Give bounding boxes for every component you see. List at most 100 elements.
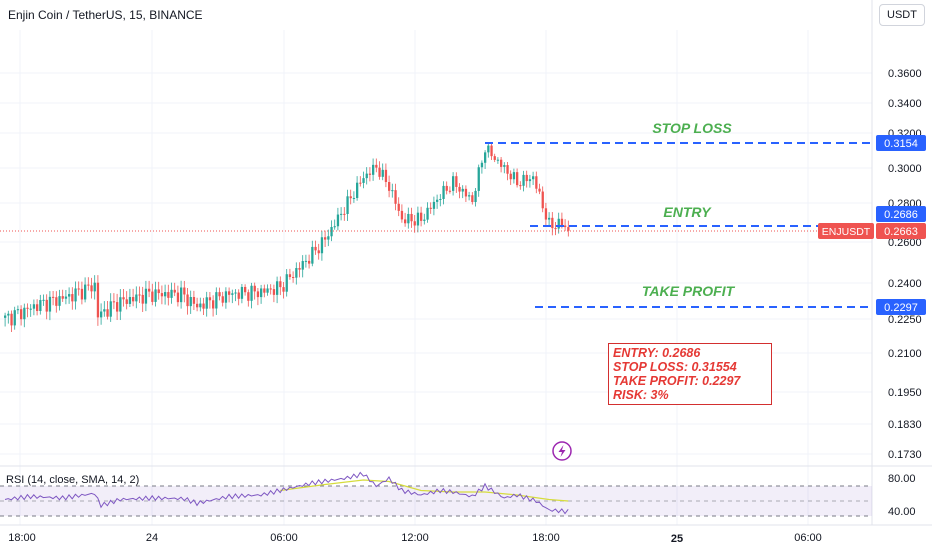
candle-body xyxy=(567,227,570,231)
time-tick: 24 xyxy=(146,532,158,544)
candle xyxy=(276,276,279,304)
candle xyxy=(285,269,288,297)
candle xyxy=(23,303,26,328)
candle-body xyxy=(93,282,96,292)
candle xyxy=(490,143,493,160)
rsi-indicator-label[interactable]: RSI (14, close, SMA, 14, 2) xyxy=(6,474,139,486)
candle xyxy=(311,240,314,267)
candle xyxy=(487,143,490,158)
candle xyxy=(68,287,71,304)
candle xyxy=(522,170,525,192)
candle-body xyxy=(87,284,90,286)
candle xyxy=(324,230,327,247)
candle xyxy=(436,194,439,209)
candle xyxy=(237,289,240,306)
candle xyxy=(464,185,468,203)
grid-lines xyxy=(0,30,872,525)
symbol-name-badge: ENJUSDT xyxy=(818,223,874,239)
candle-body xyxy=(420,212,423,221)
candle xyxy=(13,306,16,330)
time-axis[interactable]: 18:00 24 06:00 12:00 18:00 25 06:00 xyxy=(8,532,822,545)
candle xyxy=(506,161,509,181)
candle-body xyxy=(548,217,551,220)
candle-body xyxy=(394,190,397,204)
candle-body xyxy=(77,288,80,290)
candle xyxy=(432,196,436,216)
candle xyxy=(77,281,80,296)
stop-loss-price-badge: 0.3154 xyxy=(876,135,926,151)
candle xyxy=(346,189,349,222)
candle xyxy=(538,183,541,195)
candle-body xyxy=(359,182,362,184)
last-price-badge: 0.2663 xyxy=(876,223,926,239)
candle xyxy=(496,157,500,164)
candle xyxy=(541,186,544,213)
candle-body xyxy=(413,221,416,226)
candle-body xyxy=(160,293,164,297)
candle xyxy=(260,284,263,304)
candle-body xyxy=(317,250,320,254)
rsi-line xyxy=(4,471,569,515)
candle xyxy=(224,287,228,309)
candle xyxy=(429,202,432,214)
candle-body xyxy=(58,296,61,306)
candle xyxy=(189,290,192,314)
candle-body xyxy=(551,217,554,229)
price-tick: 0.3600 xyxy=(888,68,922,80)
candle-body xyxy=(80,288,84,300)
candle-body xyxy=(410,213,413,222)
candle-body xyxy=(292,277,295,279)
candle xyxy=(100,303,103,325)
candle-body xyxy=(368,173,372,175)
candle xyxy=(426,202,429,223)
candle xyxy=(29,304,32,317)
candle-body xyxy=(183,287,186,295)
take-profit-price-text: 0.2297 xyxy=(884,302,918,314)
candle xyxy=(36,299,39,316)
candle-body xyxy=(372,164,375,175)
candle-body xyxy=(247,292,250,301)
candle xyxy=(125,291,128,310)
candle-body xyxy=(106,309,109,317)
candle xyxy=(80,281,84,305)
lightning-bolt-icon[interactable] xyxy=(552,441,572,461)
candle xyxy=(317,243,320,260)
entry-annotation[interactable]: ENTRY xyxy=(663,204,712,220)
candle-body xyxy=(404,219,407,224)
candle-body xyxy=(448,190,452,192)
candle-body xyxy=(288,274,292,278)
candle xyxy=(564,219,567,231)
candle xyxy=(228,287,231,303)
candle xyxy=(266,284,269,296)
candle-body xyxy=(330,227,333,237)
take-profit-annotation[interactable]: TAKE PROFIT xyxy=(642,283,736,299)
candle xyxy=(93,275,96,300)
symbol-name-text: ENJUSDT xyxy=(822,226,871,238)
candle xyxy=(503,162,506,174)
info-risk: RISK: 3% xyxy=(613,388,669,402)
candle-body xyxy=(96,282,100,318)
candle-body xyxy=(208,297,212,301)
candle xyxy=(448,186,452,194)
candle-body xyxy=(189,297,192,307)
candle-body xyxy=(304,260,308,262)
candle xyxy=(55,291,58,313)
candle-body xyxy=(512,172,516,180)
candle xyxy=(372,158,375,181)
info-entry: ENTRY: 0.2686 xyxy=(613,346,701,360)
price-tick: 0.3000 xyxy=(888,163,922,175)
candle-body xyxy=(128,297,132,304)
candle-body xyxy=(388,182,391,191)
candle-body xyxy=(45,299,48,312)
candle-body xyxy=(68,294,71,297)
candle xyxy=(557,212,560,234)
candle-body xyxy=(343,213,346,215)
candle xyxy=(128,288,132,307)
stop-loss-annotation[interactable]: STOP LOSS xyxy=(652,120,732,136)
candle xyxy=(48,291,52,321)
currency-button[interactable]: USDT xyxy=(879,4,925,26)
candle xyxy=(122,289,125,307)
